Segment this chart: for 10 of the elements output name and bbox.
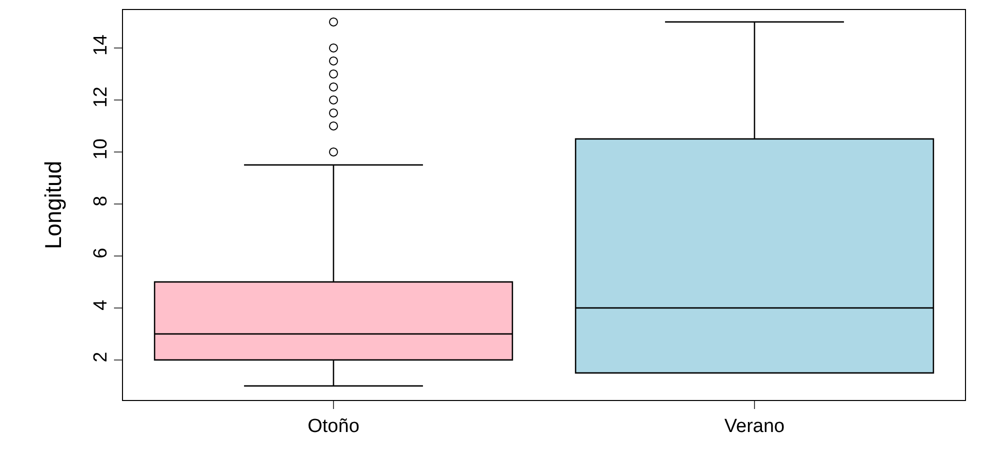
y-axis-title: Longitud [40, 160, 66, 250]
x-tick-label: Verano [724, 416, 785, 437]
x-tick-label: Otoño [308, 416, 360, 437]
y-tick-label: 2 [90, 352, 112, 362]
y-tick-label: 10 [90, 138, 112, 160]
y-tick-label: 4 [90, 299, 112, 310]
y-tick-label: 8 [90, 196, 112, 206]
y-tick-label: 12 [90, 86, 112, 108]
y-tick-label: 14 [90, 34, 112, 56]
y-tick-label: 6 [90, 248, 112, 258]
